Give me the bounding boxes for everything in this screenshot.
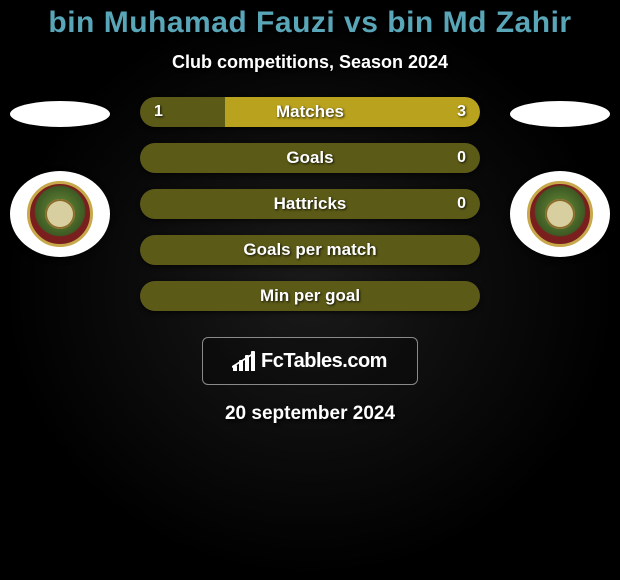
stat-bar: Goals per match xyxy=(140,235,480,265)
player-right-column xyxy=(500,97,620,257)
stat-bar: 13Matches xyxy=(140,97,480,127)
stat-bar: 0Goals xyxy=(140,143,480,173)
comparison-subtitle: Club competitions, Season 2024 xyxy=(0,52,620,73)
stat-bar: 0Hattricks xyxy=(140,189,480,219)
stat-bar-left-segment xyxy=(140,281,480,311)
player-right-club-badge xyxy=(510,171,610,257)
stat-bars: 13Matches 0Goals 0Hattricks Goals per match… xyxy=(140,97,480,327)
comparison-body: 13Matches 0Goals 0Hattricks Goals per match… xyxy=(0,97,620,327)
stat-bar-left-segment xyxy=(140,143,480,173)
player-left-flag xyxy=(10,101,110,127)
stat-bar-left-segment xyxy=(140,97,225,127)
club-crest-icon xyxy=(27,181,93,247)
brand-text: FcTables.com xyxy=(261,350,387,373)
stat-bar-left-segment xyxy=(140,189,480,219)
comparison-card: bin Muhamad Fauzi vs bin Md Zahir Club c… xyxy=(0,0,620,580)
club-crest-icon xyxy=(527,181,593,247)
stat-bar: Min per goal xyxy=(140,281,480,311)
stat-bar-left-segment xyxy=(140,235,480,265)
player-right-flag xyxy=(510,101,610,127)
player-left-club-badge xyxy=(10,171,110,257)
brand-bars-icon xyxy=(233,351,257,371)
brand-box[interactable]: FcTables.com xyxy=(202,337,418,385)
stat-bar-right-segment xyxy=(225,97,480,127)
footer-date: 20 september 2024 xyxy=(0,403,620,425)
comparison-title: bin Muhamad Fauzi vs bin Md Zahir xyxy=(0,6,620,40)
player-left-column xyxy=(0,97,120,257)
